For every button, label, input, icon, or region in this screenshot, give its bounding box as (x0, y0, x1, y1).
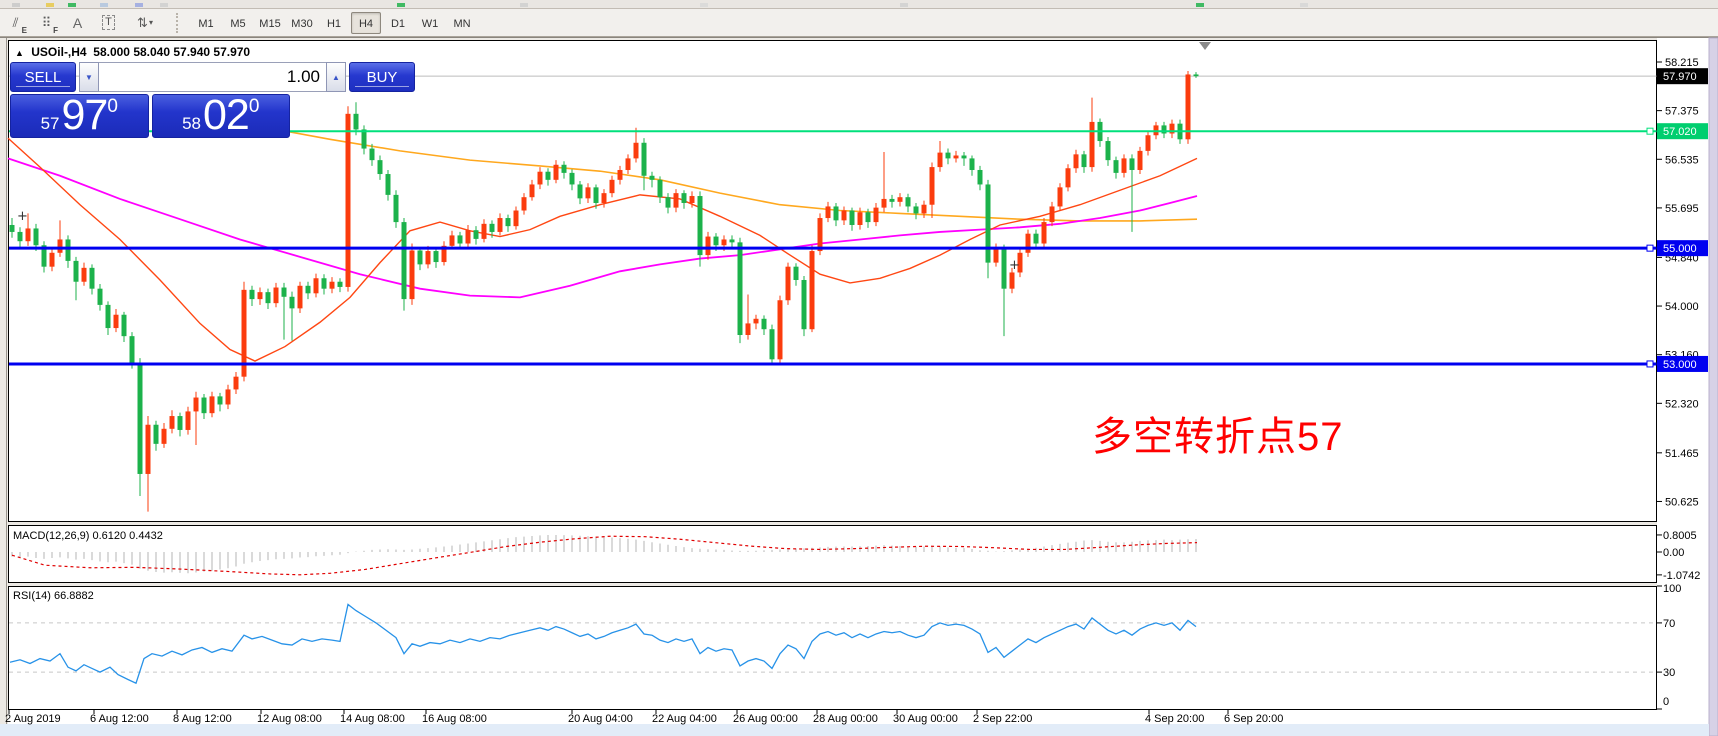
volume-input[interactable] (99, 62, 326, 92)
price-scale[interactable] (1657, 40, 1709, 710)
svg-text:52.320: 52.320 (1665, 398, 1699, 410)
macd-layer: 0.8005 0.00 -1.0742 (11, 530, 1700, 582)
toolbar-separator (176, 12, 184, 33)
arrow-up-icon: ▲ (332, 72, 340, 82)
buy-price-panel[interactable]: 58 02 0 (151, 91, 290, 139)
fibonacci-retracement-icon[interactable]: ⠿ F (33, 11, 60, 35)
svg-text:100: 100 (1663, 583, 1681, 595)
fibo-glyph: ⠿ (41, 14, 52, 30)
timeframe-button-M5[interactable]: M5 (230, 17, 246, 30)
svg-text:20 Aug 04:00: 20 Aug 04:00 (568, 713, 633, 725)
svg-text:30 Aug 00:00: 30 Aug 00:00 (893, 713, 958, 725)
text-box-icon[interactable]: T (95, 11, 122, 35)
sell-price-panel[interactable]: 57 97 0 (10, 94, 149, 138)
volume-increase-button[interactable]: ▲ (326, 62, 346, 92)
time-scale[interactable] (8, 710, 1656, 724)
ohlc-values: 58.000 58.040 57.940 57.970 (93, 45, 251, 59)
svg-text:51.465: 51.465 (1665, 448, 1699, 460)
arrange-objects-icon[interactable]: ⇅ ▾ (126, 11, 164, 35)
svg-text:2 Aug 2019: 2 Aug 2019 (5, 713, 61, 725)
timeframe-button-H1[interactable]: H1 (326, 17, 342, 30)
svg-text:22 Aug 04:00: 22 Aug 04:00 (652, 713, 717, 725)
text-t-glyph: T (102, 15, 115, 30)
svg-text:58.215: 58.215 (1665, 57, 1699, 69)
macd-pane[interactable] (8, 526, 1656, 583)
text-label-icon[interactable]: A (64, 11, 91, 35)
timeframe-button-MN[interactable]: MN (453, 17, 471, 30)
channel-sub-letter: E (21, 25, 27, 35)
timeframe-button-M15[interactable]: M15 (259, 17, 281, 30)
arrange-glyph: ⇅ (137, 14, 148, 30)
arrow-down-icon: ▼ (85, 72, 93, 82)
svg-text:70: 70 (1663, 618, 1675, 630)
rsi-pane[interactable] (8, 587, 1656, 710)
text-a-glyph: A (72, 14, 83, 31)
symbol-label: USOil-,H4 (31, 45, 87, 59)
collapse-triangle-icon[interactable]: ▲ (15, 48, 24, 58)
buy-label: BUY (366, 68, 398, 86)
chevron-down-icon: ▾ (148, 18, 153, 27)
timeframe-button-M1[interactable]: M1 (198, 17, 214, 30)
svg-text:50.625: 50.625 (1665, 496, 1699, 508)
price-tags: 57.970 57.020 55.000 53.000 (1657, 68, 1708, 372)
timeframe-button-H4[interactable]: H4 (351, 11, 381, 34)
cross-markers[interactable]: ++ (17, 209, 1020, 273)
svg-text:54.000: 54.000 (1665, 301, 1699, 313)
rsi-layer: 100 70 30 0 (9, 583, 1681, 710)
equidistant-channel-icon[interactable]: ⫽ E (2, 11, 29, 35)
svg-text:+: + (1009, 258, 1020, 273)
svg-text:6 Sep 20:00: 6 Sep 20:00 (1224, 713, 1283, 725)
svg-text:8 Aug 12:00: 8 Aug 12:00 (173, 713, 232, 725)
svg-text:28 Aug 00:00: 28 Aug 00:00 (813, 713, 878, 725)
chart-toolbar: ⫽ E ⠿ F A T ⇅ ▾ M1 M5 M15 M30 H1 H4 D1 W1 MN (0, 9, 1718, 37)
svg-text:16 Aug 08:00: 16 Aug 08:00 (422, 713, 487, 725)
svg-text:30: 30 (1663, 667, 1675, 679)
svg-text:14 Aug 08:00: 14 Aug 08:00 (340, 713, 405, 725)
svg-text:53.000: 53.000 (1663, 359, 1697, 371)
timeframe-button-M30[interactable]: M30 (291, 17, 313, 30)
buy-price-sup: 0 (248, 96, 260, 117)
sell-price-sup: 0 (107, 96, 118, 117)
sell-price-big: 97 (61, 91, 109, 139)
svg-text:-1.0742: -1.0742 (1663, 570, 1700, 582)
svg-text:12 Aug 08:00: 12 Aug 08:00 (257, 713, 322, 725)
one-click-trading-panel: SELL ▼ ▲ BUY 57 97 0 58 02 0 (10, 62, 415, 139)
svg-text:57.970: 57.970 (1663, 71, 1697, 83)
toolbar-overflow-strip (0, 0, 1718, 9)
svg-text:26 Aug 00:00: 26 Aug 00:00 (733, 713, 798, 725)
svg-text:57.375: 57.375 (1665, 106, 1699, 118)
channel-glyph: ⫽ (12, 14, 19, 30)
svg-text:0.8005: 0.8005 (1663, 530, 1697, 542)
candles-layer (9, 70, 1199, 512)
svg-text:0.00: 0.00 (1663, 547, 1684, 559)
main-chart-pane[interactable] (8, 40, 1656, 522)
volume-decrease-button[interactable]: ▼ (79, 62, 99, 92)
svg-text:2 Sep 22:00: 2 Sep 22:00 (973, 713, 1032, 725)
svg-text:0: 0 (1663, 696, 1669, 708)
buy-button[interactable]: BUY (349, 62, 415, 92)
timeframe-button-D1[interactable]: D1 (390, 17, 406, 30)
svg-text:57.020: 57.020 (1663, 126, 1697, 138)
svg-text:4 Sep 20:00: 4 Sep 20:00 (1145, 713, 1204, 725)
chart-title: ▲ USOil-,H4 58.000 58.040 57.940 57.970 (15, 45, 250, 59)
svg-text:+: + (17, 209, 28, 224)
time-axis-labels: 2 Aug 2019 6 Aug 12:00 8 Aug 12:00 12 Aug 0… (5, 710, 1283, 725)
buy-price-big: 02 (203, 91, 250, 139)
svg-text:55.695: 55.695 (1665, 203, 1699, 215)
sell-label: SELL (24, 68, 62, 86)
svg-text:6 Aug 12:00: 6 Aug 12:00 (90, 713, 149, 725)
svg-text:55.000: 55.000 (1663, 243, 1697, 255)
svg-text:56.535: 56.535 (1665, 154, 1699, 166)
sell-price-prefix: 57 (40, 114, 60, 133)
macd-indicator-label: MACD(12,26,9) 0.6120 0.4432 (13, 530, 163, 542)
sell-button[interactable]: SELL (10, 62, 76, 92)
rsi-indicator-label: RSI(14) 66.8882 (13, 590, 94, 602)
timeframe-group: M1 M5 M15 M30 H1 H4 D1 W1 MN (190, 11, 478, 34)
fibo-sub-letter: F (53, 25, 58, 35)
timeframe-button-W1[interactable]: W1 (421, 17, 439, 30)
chart-text-annotation[interactable]: 多空转折点57 (1092, 415, 1344, 459)
chart-shift-marker-icon[interactable] (1199, 42, 1211, 50)
buy-price-prefix: 58 (182, 114, 201, 133)
